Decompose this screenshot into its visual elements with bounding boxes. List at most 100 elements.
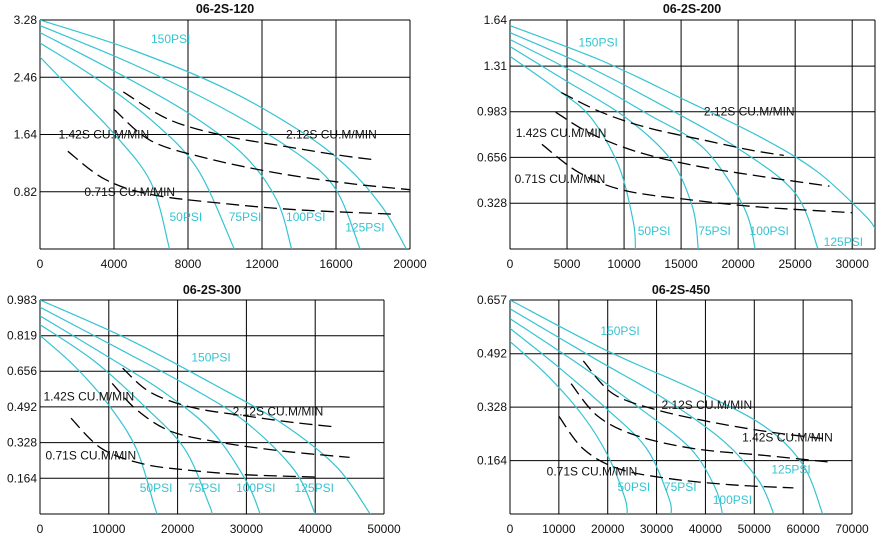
flow-curve	[67, 150, 392, 215]
flow-curve	[113, 108, 410, 191]
chart-title: 06-2S-200	[663, 2, 721, 16]
psi-curve-125psi	[40, 306, 316, 514]
x-tick-label: 70000	[835, 522, 869, 534]
y-tick-label: 0.819	[7, 329, 37, 343]
psi-curve-50psi	[510, 340, 628, 514]
x-tick-label: 25000	[778, 257, 812, 271]
flow-label: 1.42S CU.M/MIN	[59, 128, 150, 142]
psi-curve-150psi	[40, 20, 407, 249]
psi-label: 75PSI	[698, 224, 731, 238]
x-tick-label: 20000	[721, 257, 755, 271]
x-tick-label: 40000	[299, 522, 333, 534]
psi-label: 125PSI	[771, 462, 810, 476]
x-tick-label: 40000	[689, 522, 723, 534]
x-tick-label: 20000	[591, 522, 625, 534]
chart-panel-2: 06-2S-300 0 10000 20000 30000 40000 50000 0.164…	[7, 283, 401, 534]
psi-label: 100PSI	[713, 493, 752, 507]
flow-curve	[555, 111, 830, 187]
psi-curve-150psi	[510, 300, 824, 514]
flow-curve	[111, 382, 350, 459]
chart-title: 06-2S-120	[196, 2, 254, 16]
chart-title: 06-2S-450	[652, 283, 710, 297]
flow-label: 1.42S CU.M/MIN	[43, 389, 134, 403]
psi-curve-50psi	[40, 56, 171, 249]
x-tick-label: 30000	[640, 522, 674, 534]
y-tick-label: 1.64	[14, 128, 38, 142]
psi-curve-50psi	[40, 335, 158, 514]
psi-curve-75psi	[40, 42, 235, 249]
y-tick-label: 0.983	[7, 293, 37, 307]
y-tick-label: 0.164	[7, 471, 37, 485]
flow-curve	[561, 92, 784, 157]
x-tick-label: 10000	[607, 257, 641, 271]
x-tick-label: 50000	[738, 522, 772, 534]
psi-label: 150PSI	[578, 36, 617, 50]
y-tick-label: 3.28	[14, 13, 38, 27]
psi-curve-100psi	[40, 32, 293, 249]
psi-label: 150PSI	[191, 351, 230, 365]
flow-curve	[558, 415, 794, 489]
psi-label: 125PSI	[345, 221, 384, 235]
psi-curve-50psi	[510, 55, 637, 249]
psi-label: 50PSI	[170, 210, 203, 224]
flow-label: 0.71S CU.M/MIN	[515, 172, 606, 186]
psi-label: 150PSI	[151, 32, 190, 46]
flow-label: 1.42S CU.M/MIN	[516, 126, 607, 140]
psi-label: 100PSI	[286, 210, 325, 224]
x-tick-label: 20000	[161, 522, 195, 534]
psi-curve-75psi	[510, 327, 672, 514]
y-tick-label: 1.31	[484, 59, 508, 73]
chart-panel-1: 06-2S-200 0 5000 10000 15000 20000 25000 30000 0…	[477, 2, 876, 271]
psi-label: 100PSI	[236, 481, 275, 495]
psi-label: 75PSI	[229, 210, 262, 224]
y-tick-label: 0.82	[14, 185, 38, 199]
flow-label: 2.12S CU.M/MIN	[286, 128, 377, 142]
psi-label: 100PSI	[750, 224, 789, 238]
psi-label: 50PSI	[638, 224, 671, 238]
flow-curve	[70, 417, 316, 478]
flow-curve	[122, 91, 374, 161]
psi-label: 150PSI	[600, 324, 639, 338]
y-tick-label: 0.328	[477, 196, 507, 210]
psi-curve-100psi	[510, 38, 756, 249]
x-tick-label: 10000	[92, 522, 126, 534]
x-tick-label: 50000	[367, 522, 401, 534]
x-tick-label: 20000	[393, 257, 427, 271]
psi-curve-125psi	[510, 308, 775, 514]
y-tick-label: 0.492	[7, 400, 37, 414]
flow-curve	[582, 360, 828, 440]
flow-label: 0.71S CU.M/MIN	[46, 449, 137, 463]
flow-label: 0.71S CU.M/MIN	[84, 185, 175, 199]
psi-label: 125PSI	[295, 481, 334, 495]
psi-curve-125psi	[40, 25, 361, 249]
flow-label: 0.71S CU.M/MIN	[547, 465, 638, 479]
x-tick-label: 30000	[230, 522, 264, 534]
x-tick-label: 12000	[245, 257, 279, 271]
x-tick-label: 4000	[101, 257, 128, 271]
psi-label: 50PSI	[617, 480, 650, 494]
flow-label: 2.12S CU.M/MIN	[661, 398, 752, 412]
x-tick-label: 0	[507, 257, 514, 271]
psi-label: 50PSI	[140, 481, 173, 495]
x-tick-label: 8000	[175, 257, 202, 271]
psi-curve-100psi	[510, 318, 724, 514]
y-tick-label: 0.656	[7, 364, 37, 378]
flow-label: 2.12S CU.M/MIN	[704, 105, 795, 119]
psi-curve-125psi	[510, 32, 819, 249]
y-tick-label: 2.46	[14, 70, 38, 84]
x-tick-label: 5000	[554, 257, 581, 271]
flow-label: 1.42S CU.M/MIN	[742, 430, 833, 444]
psi-curve-75psi	[510, 45, 699, 249]
psi-label: 75PSI	[664, 480, 697, 494]
psi-label: 125PSI	[824, 235, 863, 249]
flow-curve	[541, 143, 853, 214]
x-tick-label: 0	[37, 257, 44, 271]
x-tick-label: 0	[37, 522, 44, 534]
x-tick-label: 16000	[319, 257, 353, 271]
psi-curve-150psi	[510, 25, 875, 229]
flow-curve	[570, 383, 828, 463]
y-tick-label: 0.328	[477, 400, 507, 414]
flow-label: 2.12S CU.M/MIN	[233, 405, 324, 419]
y-tick-label: 0.657	[477, 293, 507, 307]
